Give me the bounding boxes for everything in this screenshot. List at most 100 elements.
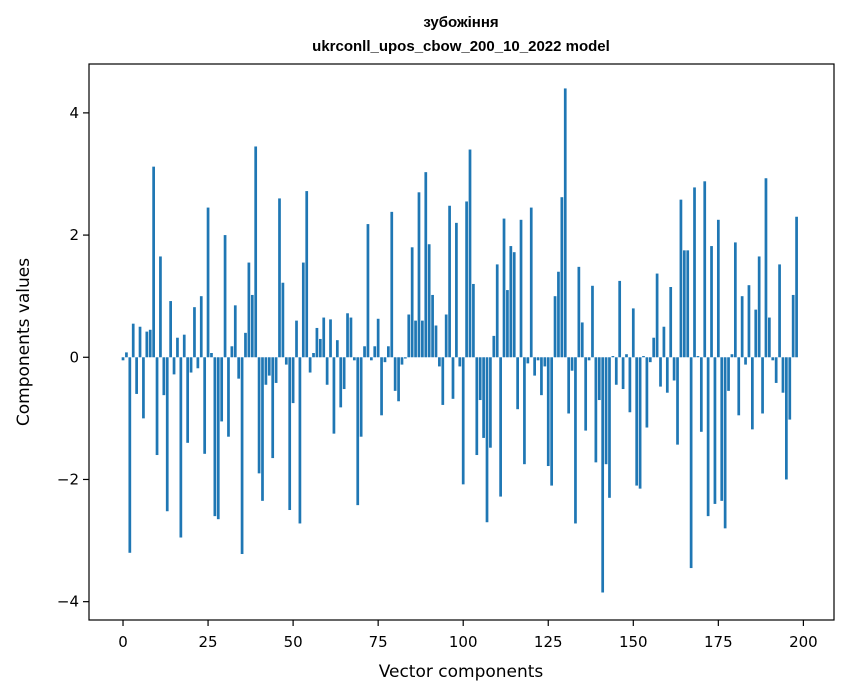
bar [451,357,455,399]
bar [366,224,370,358]
bar [546,357,550,467]
x-tick-label: 0 [118,633,128,651]
bar [669,287,673,358]
bar [580,322,584,358]
bar [431,294,434,358]
bar [298,357,302,524]
bar [176,337,179,358]
bar [240,357,244,555]
bar [199,296,203,358]
bar [216,357,220,520]
bar [359,357,363,437]
bar [271,357,275,459]
bar [665,357,669,393]
bar [696,356,700,358]
bar [142,357,145,419]
bar [128,357,132,553]
bar [631,308,635,358]
bar [380,357,383,416]
bar [444,314,448,358]
bar [465,201,468,358]
bar [744,357,747,365]
bars-group [121,88,798,593]
bar [570,357,574,371]
bar [768,317,771,358]
x-tick-label: 25 [199,633,218,651]
bar [196,357,200,369]
bar [682,250,686,358]
bar [601,357,605,593]
bar [706,357,710,517]
bar [278,198,281,358]
bar [577,266,581,358]
bar [138,326,142,358]
bar [434,325,438,358]
bar [301,262,305,358]
bar [499,357,502,497]
bar [329,319,332,358]
x-axis-ticks: 0 25 50 75 100 125 150 175 200 [118,620,818,651]
bar [502,218,506,358]
bar [679,199,683,358]
bar [369,357,373,361]
bar [421,320,424,358]
bar [587,357,591,361]
bar [659,357,662,387]
bar [332,357,336,434]
bar [516,357,519,410]
bar [757,256,761,358]
bar [594,357,598,463]
bar [475,357,479,456]
bar [342,357,346,390]
y-axis-label: Components values [14,258,34,426]
bar [410,247,414,358]
bar [427,244,431,358]
bar [781,357,785,393]
bar [628,357,632,413]
bar [165,357,169,512]
bar [162,357,166,396]
bar [322,317,326,358]
bar [387,346,390,358]
bar [397,357,400,402]
bar [740,296,744,358]
bar [567,357,571,414]
bar [648,357,652,363]
bar [553,296,557,358]
bar [699,357,703,432]
bar [533,357,536,376]
bar [159,256,162,358]
bar [788,357,792,420]
bar [223,235,227,358]
x-tick-label: 175 [704,633,733,651]
bar [563,88,567,358]
bar [778,264,781,358]
bar [363,346,366,358]
bar [227,357,230,437]
bar [761,357,764,414]
bar [172,357,176,375]
bar [642,356,645,358]
bar [145,331,149,358]
bar [281,282,285,358]
bar [703,181,707,358]
bar [441,357,445,405]
bar [121,357,125,361]
y-tick-label: −4 [57,593,79,611]
bar [509,246,513,358]
bar [584,357,588,431]
bar [529,207,533,358]
bar [540,357,543,396]
bar [618,280,622,358]
bar [312,353,315,358]
bar [210,353,213,358]
bar [186,357,190,443]
bar [638,357,642,489]
bar [383,357,387,363]
y-tick-label: 4 [69,104,79,122]
bar [393,357,397,391]
bar [376,318,380,358]
bar [723,357,727,529]
chart-title-line2: ukrconll_upos_cbow_200_10_2022 model [312,38,610,55]
bar [230,346,234,358]
